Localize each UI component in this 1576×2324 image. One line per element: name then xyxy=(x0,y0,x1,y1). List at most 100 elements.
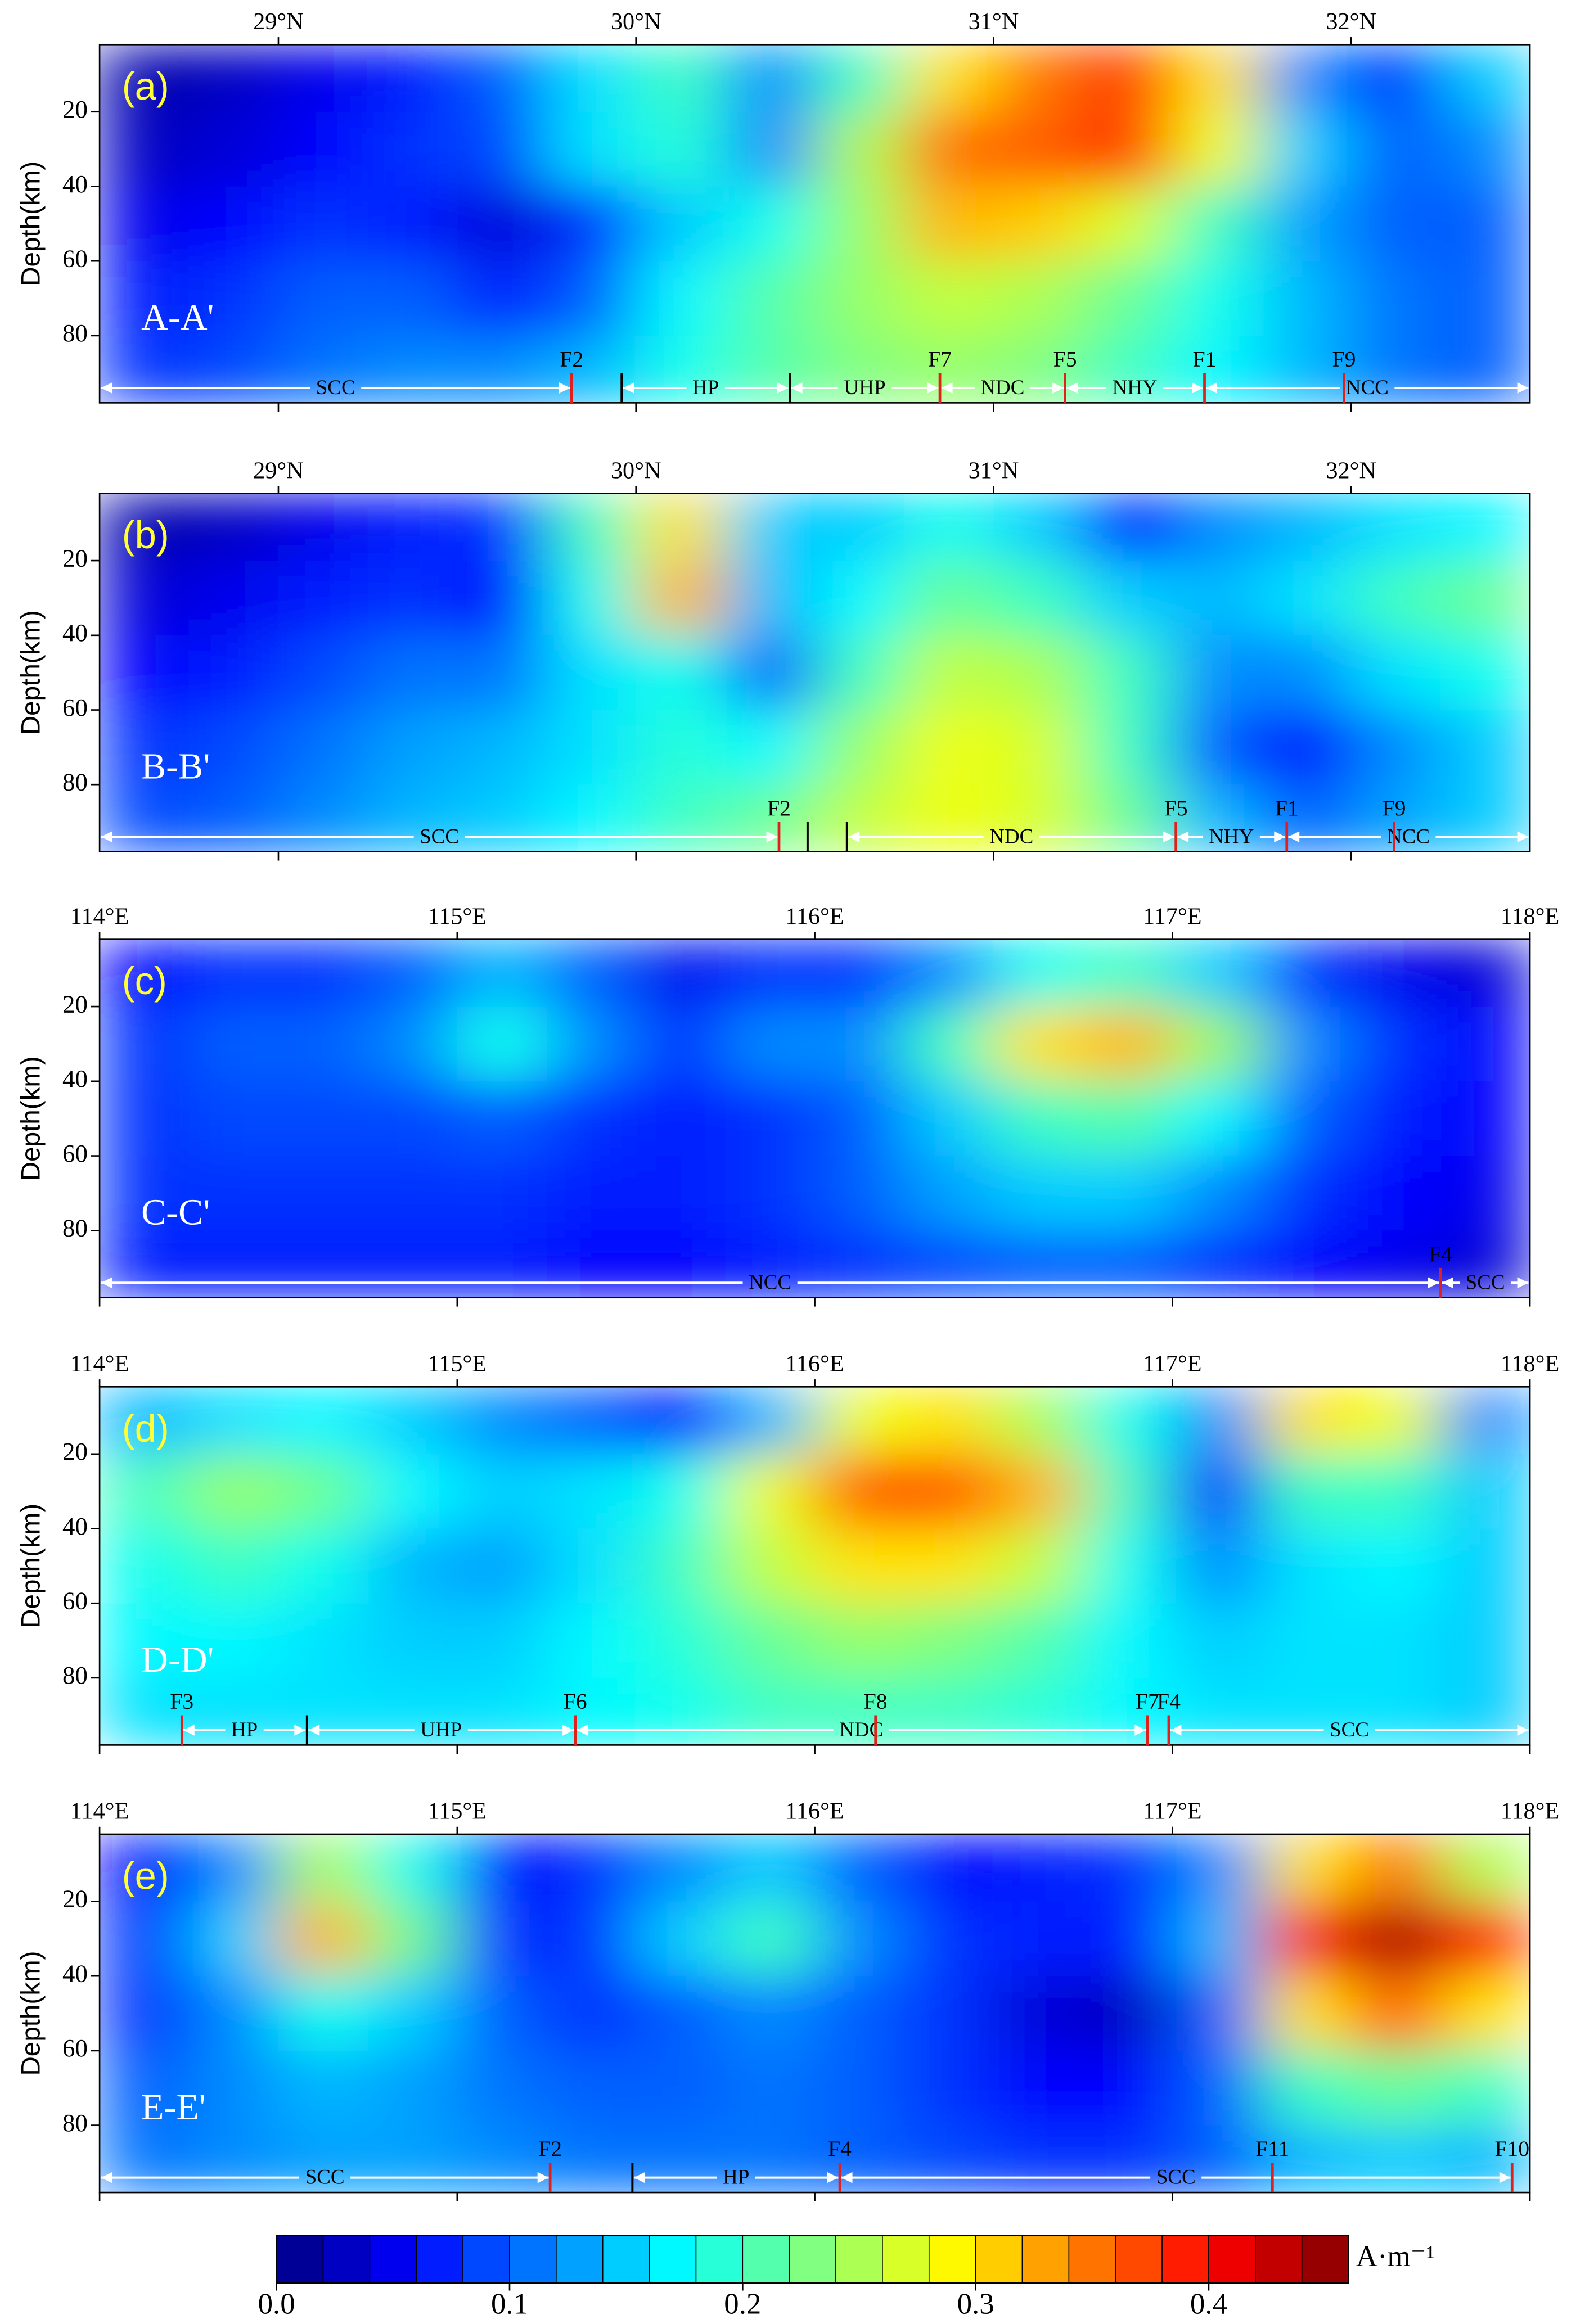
heat-cell xyxy=(904,1976,995,2052)
heat-cell xyxy=(1440,1834,1530,1903)
heat-cell xyxy=(278,1081,369,1157)
heat-cell xyxy=(1440,939,1530,1008)
heat-cell xyxy=(100,1528,190,1604)
heat-cell xyxy=(367,1528,458,1604)
heat-cell xyxy=(1172,635,1263,711)
heat-cell xyxy=(367,44,458,113)
fault-label: F2 xyxy=(538,2136,562,2161)
unit-label: NHY xyxy=(1209,825,1254,848)
heat-cell xyxy=(189,186,280,262)
heat-cell xyxy=(278,1230,369,1298)
unit-label: SCC xyxy=(1330,1718,1369,1741)
heat-cell xyxy=(725,1007,816,1082)
y-tick-label: 60 xyxy=(62,2034,88,2062)
heat-cell xyxy=(993,111,1084,188)
heat-cell xyxy=(1083,1677,1173,1745)
fault-label: F4 xyxy=(828,2136,852,2161)
heat-cell xyxy=(100,635,190,711)
heat-cell xyxy=(1351,1528,1442,1604)
colorbar-bin xyxy=(322,2235,371,2284)
heat-cell xyxy=(100,1007,190,1082)
colorbar-bin xyxy=(1161,2235,1209,2284)
heat-cell xyxy=(993,1528,1084,1604)
heat-cell xyxy=(278,1387,369,1455)
x-tick-label: 29°N xyxy=(253,457,304,484)
heat-cell xyxy=(904,1834,995,1903)
x-tick-label: 29°N xyxy=(253,8,304,35)
heat-cell xyxy=(993,635,1084,711)
heat-cell xyxy=(904,1677,995,1745)
y-axis-label: Depth(km) xyxy=(16,1951,46,2075)
heat-cell xyxy=(278,1603,369,1679)
heat-cell xyxy=(1083,186,1173,262)
heat-cell xyxy=(546,1603,637,1679)
heat-cell xyxy=(546,1901,637,1977)
heat-cell xyxy=(814,710,906,786)
y-tick-label: 40 xyxy=(62,1064,88,1093)
heat-cell xyxy=(1083,1156,1173,1231)
heat-cell xyxy=(546,1387,637,1455)
heat-cell xyxy=(189,1081,280,1157)
heat-cell xyxy=(546,939,637,1008)
heat-cell xyxy=(1262,261,1352,337)
heat-cell xyxy=(189,1901,280,1977)
heat-cell xyxy=(1262,1454,1352,1530)
x-tick-label: 117°E xyxy=(1143,1351,1202,1377)
heat-cell xyxy=(1172,1677,1263,1745)
heat-cell xyxy=(814,1081,906,1157)
heat-cell xyxy=(636,1834,727,1903)
heat-cell xyxy=(1351,1976,1442,2052)
colorbar-bin xyxy=(742,2235,790,2284)
fault-label: F1 xyxy=(1193,346,1217,371)
heat-cell xyxy=(457,1156,548,1231)
colorbar-bin xyxy=(416,2235,463,2284)
heat-cell xyxy=(1440,261,1530,337)
heat-cell xyxy=(189,1677,280,1745)
heat-cell xyxy=(814,561,906,637)
heat-cell xyxy=(278,635,369,711)
heat-cell xyxy=(814,1230,906,1298)
heat-cell xyxy=(1172,44,1263,113)
heat-cell xyxy=(1172,1454,1263,1530)
x-tick-label: 117°E xyxy=(1143,1798,1202,1825)
colorbar-bin xyxy=(1301,2235,1349,2284)
heat-cell xyxy=(1262,1156,1352,1231)
colorbar-bin xyxy=(1021,2235,1070,2284)
heat-cell xyxy=(278,1528,369,1604)
heat-cell xyxy=(1083,1387,1173,1455)
heat-cell xyxy=(1351,44,1442,113)
heat-cell xyxy=(278,1677,369,1745)
heat-cell xyxy=(904,1454,995,1530)
heat-cell xyxy=(1351,1677,1442,1745)
heat-cell xyxy=(993,784,1084,852)
heat-cell xyxy=(1172,261,1263,337)
heat-cell xyxy=(1351,939,1442,1008)
heat-cell xyxy=(1262,561,1352,637)
heat-cell xyxy=(546,1007,637,1082)
x-tick-label: 32°N xyxy=(1326,457,1376,484)
heat-cell xyxy=(100,2050,190,2127)
heat-cell xyxy=(189,1603,280,1679)
heat-cell xyxy=(457,1834,548,1903)
heat-cell xyxy=(367,1454,458,1530)
section-label: D-D' xyxy=(141,1639,214,1680)
x-tick-label: 116°E xyxy=(785,1798,844,1825)
heat-cell xyxy=(189,2125,280,2193)
heat-cell xyxy=(636,111,727,188)
heat-cell xyxy=(993,1454,1084,1530)
heat-cell xyxy=(636,1387,727,1455)
heat-cell xyxy=(1083,111,1173,188)
unit-label: NHY xyxy=(1112,376,1157,399)
heat-cell xyxy=(367,1976,458,2052)
heat-cell xyxy=(1262,1230,1352,1298)
heat-cell xyxy=(904,111,995,188)
heat-cell xyxy=(904,1603,995,1679)
heat-cell xyxy=(1351,186,1442,262)
heat-cell xyxy=(1351,1603,1442,1679)
heat-cell xyxy=(367,111,458,188)
heat-cell xyxy=(725,1976,816,2052)
heat-cell xyxy=(904,493,995,562)
heat-cell xyxy=(457,1603,548,1679)
heat-cell xyxy=(278,44,369,113)
